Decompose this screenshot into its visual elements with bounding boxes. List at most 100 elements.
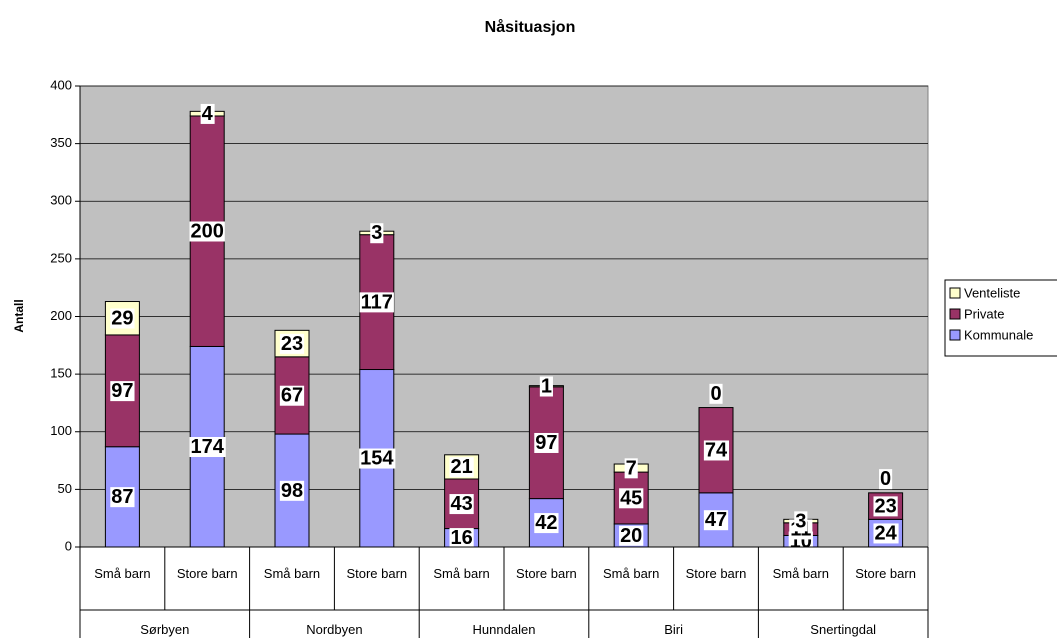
group-label: Snertingdal bbox=[810, 622, 877, 637]
x-tick-label: Store barn bbox=[685, 566, 747, 581]
value-label-box bbox=[539, 376, 553, 397]
value-label: 43 bbox=[450, 493, 472, 515]
value-label-box bbox=[619, 525, 644, 546]
value-label: 200 bbox=[191, 220, 224, 242]
value-label: 42 bbox=[535, 512, 557, 534]
value-label-box bbox=[359, 448, 396, 469]
value-label-box bbox=[534, 513, 559, 534]
x-tick-label: Store barn bbox=[516, 566, 577, 581]
value-label-group: 200 bbox=[189, 220, 225, 242]
y-tick-label: 300 bbox=[50, 193, 72, 208]
y-tick-label: 50 bbox=[58, 481, 72, 496]
value-label: 97 bbox=[111, 380, 133, 402]
y-tick-label: 400 bbox=[50, 77, 72, 92]
value-label-group: 74 bbox=[703, 439, 729, 461]
value-label-box bbox=[449, 494, 474, 515]
y-tick-label: 100 bbox=[50, 423, 72, 438]
x-tick-label: Små barn bbox=[433, 566, 490, 581]
value-label: 23 bbox=[281, 333, 303, 355]
y-axis-label: Antall bbox=[12, 299, 26, 332]
value-label-group: 4 bbox=[200, 103, 215, 125]
legend-box bbox=[944, 279, 1057, 357]
value-label-group: 67 bbox=[279, 385, 305, 407]
value-label: 16 bbox=[450, 527, 472, 549]
value-label: 29 bbox=[111, 308, 133, 330]
value-label-box bbox=[279, 333, 305, 354]
value-label-box bbox=[619, 488, 644, 509]
value-label-box bbox=[279, 385, 305, 406]
value-label-group: 29 bbox=[110, 308, 135, 330]
value-label-group: 23 bbox=[873, 495, 898, 517]
legend-label: Venteliste bbox=[964, 285, 1020, 300]
chart-title: Nåsituasjon bbox=[485, 18, 576, 36]
value-label-box bbox=[703, 510, 729, 531]
value-label-box bbox=[110, 381, 135, 402]
value-label: 7 bbox=[626, 457, 637, 479]
value-label-box bbox=[449, 528, 474, 549]
value-label-group: 20 bbox=[619, 525, 644, 547]
value-label-group: 43 bbox=[449, 493, 474, 515]
value-label-group: 21 bbox=[449, 456, 474, 478]
value-label: 45 bbox=[620, 487, 642, 509]
value-label-group: 174 bbox=[189, 436, 226, 458]
legend-swatch bbox=[949, 329, 961, 341]
value-label-box bbox=[449, 457, 474, 478]
x-tick-label: Store barn bbox=[346, 566, 408, 581]
value-label: 21 bbox=[450, 456, 472, 478]
value-label-group: 7 bbox=[624, 457, 638, 479]
value-label-group: 117 bbox=[359, 291, 394, 313]
value-label-group: 16 bbox=[449, 527, 474, 549]
value-label-group: 23 bbox=[279, 333, 305, 355]
value-label-group: 3 bbox=[794, 510, 808, 532]
value-label-box bbox=[703, 440, 729, 461]
value-label: 1 bbox=[541, 376, 552, 398]
group-label: Hunndalen bbox=[472, 622, 536, 637]
value-label-group: 1 bbox=[539, 376, 553, 398]
value-label-box bbox=[624, 458, 638, 479]
value-label-group: 97 bbox=[534, 432, 559, 454]
group-label: Biri bbox=[664, 622, 683, 637]
value-label: 3 bbox=[371, 222, 382, 244]
value-label-box bbox=[110, 487, 135, 508]
x-tick-label: Små barn bbox=[263, 566, 321, 581]
value-label-group: 0 bbox=[709, 383, 723, 405]
x-tick-label: Små barn bbox=[603, 566, 660, 581]
legend-swatch bbox=[949, 287, 961, 299]
x-tick-label: Store barn bbox=[855, 566, 916, 581]
y-tick-label: 350 bbox=[50, 135, 72, 150]
value-label: 174 bbox=[191, 436, 225, 458]
y-tick-label: 250 bbox=[50, 250, 72, 265]
legend-label: Kommunale bbox=[964, 327, 1033, 342]
x-tick-label: Små barn bbox=[772, 566, 829, 581]
legend-swatch bbox=[949, 308, 961, 320]
value-label-box bbox=[534, 432, 559, 453]
x-tick-label: Store barn bbox=[176, 566, 238, 581]
value-label: 23 bbox=[874, 495, 896, 517]
value-label-box bbox=[189, 221, 225, 242]
value-label: 24 bbox=[874, 522, 897, 544]
value-label-box bbox=[879, 469, 893, 490]
value-label: 154 bbox=[360, 448, 394, 470]
value-label: 47 bbox=[705, 509, 727, 531]
value-label: 4 bbox=[202, 103, 214, 125]
value-label-group: 45 bbox=[619, 487, 644, 509]
value-label-group: 3 bbox=[370, 222, 384, 244]
x-tick-label: Små barn bbox=[94, 566, 151, 581]
value-label: 0 bbox=[710, 383, 721, 405]
value-label-group: 47 bbox=[703, 509, 729, 531]
value-label: 98 bbox=[281, 480, 303, 502]
value-label-box bbox=[794, 511, 808, 532]
value-label-box bbox=[359, 292, 394, 313]
value-label-box bbox=[873, 496, 898, 517]
value-label-box bbox=[110, 308, 135, 329]
value-label: 87 bbox=[111, 486, 133, 508]
y-tick-label: 0 bbox=[65, 538, 72, 553]
value-label-box bbox=[709, 383, 723, 404]
y-tick-label: 150 bbox=[50, 366, 72, 381]
value-label-box bbox=[279, 480, 305, 501]
y-tick-label: 200 bbox=[50, 308, 72, 323]
value-label: 117 bbox=[361, 291, 393, 313]
value-label: 97 bbox=[535, 432, 557, 454]
value-label-group: 42 bbox=[534, 512, 559, 534]
